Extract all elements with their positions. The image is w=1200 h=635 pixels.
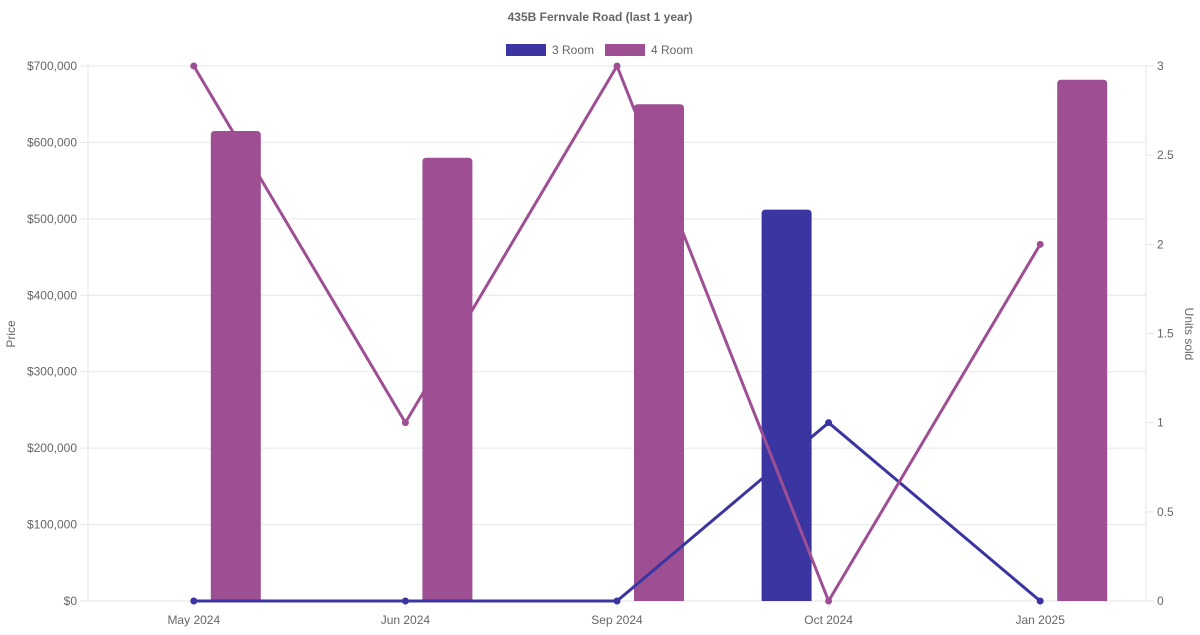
y-tick-label-right: 0 [1157, 594, 1164, 608]
y-tick-label-left: $500,000 [27, 212, 77, 226]
x-axis: May 2024 Jun 2024 Sep 2024 Oct 2024 Jan 2025 [88, 600, 1146, 627]
point-3-room [190, 597, 198, 605]
x-tick-label: Sep 2024 [591, 613, 643, 627]
bar-4-room [422, 157, 473, 601]
point-4-room [190, 62, 198, 70]
x-tick-label: Jun 2024 [381, 613, 431, 627]
point-4-room [401, 419, 409, 427]
y-tick-label-left: $700,000 [27, 59, 77, 73]
lines [190, 62, 1044, 605]
y-tick-label-right: 2.5 [1157, 148, 1174, 162]
y-axis-left: $0 $100,000 $200,000 $300,000 $400,000 $500,0… [27, 59, 89, 608]
y-tick-label-left: $600,000 [27, 135, 77, 149]
y-tick-label-left: $300,000 [27, 365, 77, 379]
bars [210, 79, 1108, 601]
y-tick-label-left: $200,000 [27, 441, 77, 455]
y-tick-label-right: 1.5 [1157, 327, 1174, 341]
y-tick-label-right: 2 [1157, 237, 1164, 251]
y-tick-label-right: 0.5 [1157, 505, 1174, 519]
x-tick-label: Jan 2025 [1016, 613, 1066, 627]
line-3-room [193, 421, 1042, 603]
y-tick-label-right: 1 [1157, 416, 1164, 430]
legend-swatch-4-room [605, 44, 645, 56]
x-tick-label: May 2024 [167, 613, 220, 627]
legend-item-3-room[interactable]: 3 Room [506, 43, 594, 57]
line-4-room [192, 64, 1042, 603]
legend-label-3-room: 3 Room [552, 43, 594, 57]
bar-4-room [210, 130, 261, 601]
legend-swatch-3-room [506, 44, 546, 56]
gridlines [88, 65, 1146, 602]
bar-3-room [761, 209, 812, 601]
point-3-room [613, 597, 621, 605]
bar-4-room [1057, 79, 1108, 601]
y-tick-label-left: $100,000 [27, 518, 77, 532]
point-4-room [613, 62, 621, 70]
y-axis-title-right: Units sold [1182, 308, 1196, 361]
y-axis-right: 0 0.5 1 1.5 2 2.5 3 [1145, 59, 1174, 608]
x-tick-label: Oct 2024 [804, 613, 853, 627]
y-tick-label-right: 3 [1157, 59, 1164, 73]
y-axis-title-left: Price [4, 320, 18, 348]
bar-4-room [634, 104, 684, 601]
legend: 3 Room 4 Room [506, 43, 693, 57]
point-4-room [825, 597, 833, 605]
y-tick-label-left: $400,000 [27, 288, 77, 302]
chart-title: 435B Fernvale Road (last 1 year) [508, 10, 693, 24]
point-3-room [825, 419, 833, 427]
point-4-room [1036, 240, 1044, 248]
legend-item-4-room[interactable]: 4 Room [605, 43, 693, 57]
legend-label-4-room: 4 Room [651, 43, 693, 57]
y-tick-label-left: $0 [64, 594, 78, 608]
point-3-room [1036, 597, 1044, 605]
point-3-room [401, 597, 409, 605]
